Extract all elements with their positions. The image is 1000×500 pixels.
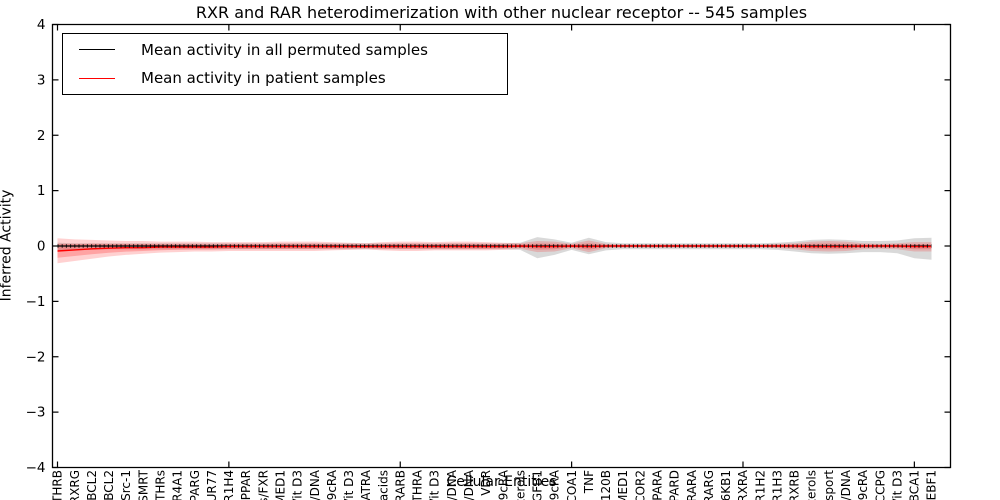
x-category-label: RXRs/LXRs/DNA [839,469,853,500]
x-category-label: RARs/RARs/DNA/9cRA [856,469,870,500]
x-category-label: NR1H3 [771,470,785,500]
legend: Mean activity in all permuted samples Me… [62,33,508,95]
x-category-label: RXRs/LXRs/DNA/Oxysterols [805,470,819,500]
x-category-label: RXRA [736,469,750,500]
y-tick-label: −4 [26,460,46,476]
x-category-label: RARG [702,470,716,500]
x-category-label: BCL2 [102,470,116,500]
y-tick-label: −3 [26,405,46,421]
x-category-label: VDR [479,470,493,496]
x-category-label: NR4A1 [171,470,185,500]
x-category-label: RARs/THRs/DNA/SMRT [136,469,150,500]
y-tick-label: 2 [37,128,46,144]
x-category-label: ABCA1 [908,470,922,500]
x-category-label: PPARD [668,470,682,500]
y-tick-label: 1 [37,183,46,199]
x-category-label: mol:Oxysterols [513,470,527,500]
y-tick-label: 0 [37,239,46,255]
x-category-label: NR1H2 [753,470,767,500]
x-category-label: RARs/THRs [154,470,168,500]
x-category-label: NCOA1 [565,470,579,500]
y-axis-label: Inferred Activity [0,189,15,302]
x-category-label: VDR/VDR/DNA [462,469,476,500]
x-category-label: VDR/Vit D3/DNA [445,469,459,500]
y-tick-label: −2 [26,349,46,365]
x-category-label: RXRs/NUR77 [205,470,219,500]
x-category-label: PPARG [188,470,202,500]
x-category-label: RARB [393,470,407,500]
legend-label: Mean activity in patient samples [141,69,386,88]
x-category-label: RXRs/PPAR/9cRA/PGJ2/DNA [308,469,322,500]
x-category-label: RXRs/FXR/9cRA/MED1 [274,470,288,500]
patient-line-sample-icon [79,77,115,79]
x-category-label: RXRs/LXRs/DNA/9cRA [548,469,562,500]
legend-label: Mean activity in all permuted samples [141,40,428,59]
x-category-label: mol:9cRA [496,469,510,500]
x-category-label: mol:ATRA [359,469,373,500]
x-category-label: RXRs/FXR [256,470,270,500]
x-category-label: NR1H4 [222,470,236,500]
x-category-label: NCOR2 [633,470,647,500]
x-category-label: THRA [411,469,425,500]
x-category-label: RPS6KB1 [719,470,733,500]
x-category-label: TNF [582,470,596,494]
x-category-label: MED1 [616,470,630,500]
x-category-label: RXRB [788,470,802,500]
x-category-label: FAM120B [599,470,613,500]
x-category-label: PPARA [651,469,665,500]
x-category-label: RXRs/RXRs/DNA/9cRA [325,469,339,500]
legend-entry-patient: Mean activity in patient samples [63,65,507,91]
legend-entry-permuted: Mean activity in all permuted samples [63,37,507,63]
x-category-label: SREBF1 [925,470,939,500]
x-category-label: RARA [685,469,699,500]
x-category-label: RARs/VDR/DNA/Vit D3 [890,470,904,500]
x-axis-label: Cellular Entities [446,474,557,490]
y-tick-label: −1 [26,294,46,310]
x-category-label: mol:Bile acids [376,470,390,500]
x-category-label: RXRG [68,470,82,500]
x-category-label: RXR alpha/CCPG [873,470,887,500]
x-category-label: THRB [51,470,65,500]
y-tick-label: 3 [37,72,46,88]
y-tick-label: 4 [37,17,46,33]
x-category-label: RXRs/NUR77/BCL2 [85,470,99,500]
permuted-line-sample-icon [79,49,115,51]
x-category-label: cholesterol transport [822,470,836,500]
x-category-label: RXRs/PPAR [239,470,253,500]
x-category-label: RARs/THRs/DNA/Src-1 [119,470,133,500]
permuted-band [57,237,932,260]
x-category-label: TGFB1 [531,470,545,500]
x-category-label: RXRs/VDR/DNA/Vit D3 [291,470,305,500]
chart-title: RXR and RAR heterodimerization with othe… [195,3,808,22]
x-category-label: mol:Vit D3 [342,470,356,500]
x-category-label: VDR/VDR/Vit D3 [428,470,442,500]
